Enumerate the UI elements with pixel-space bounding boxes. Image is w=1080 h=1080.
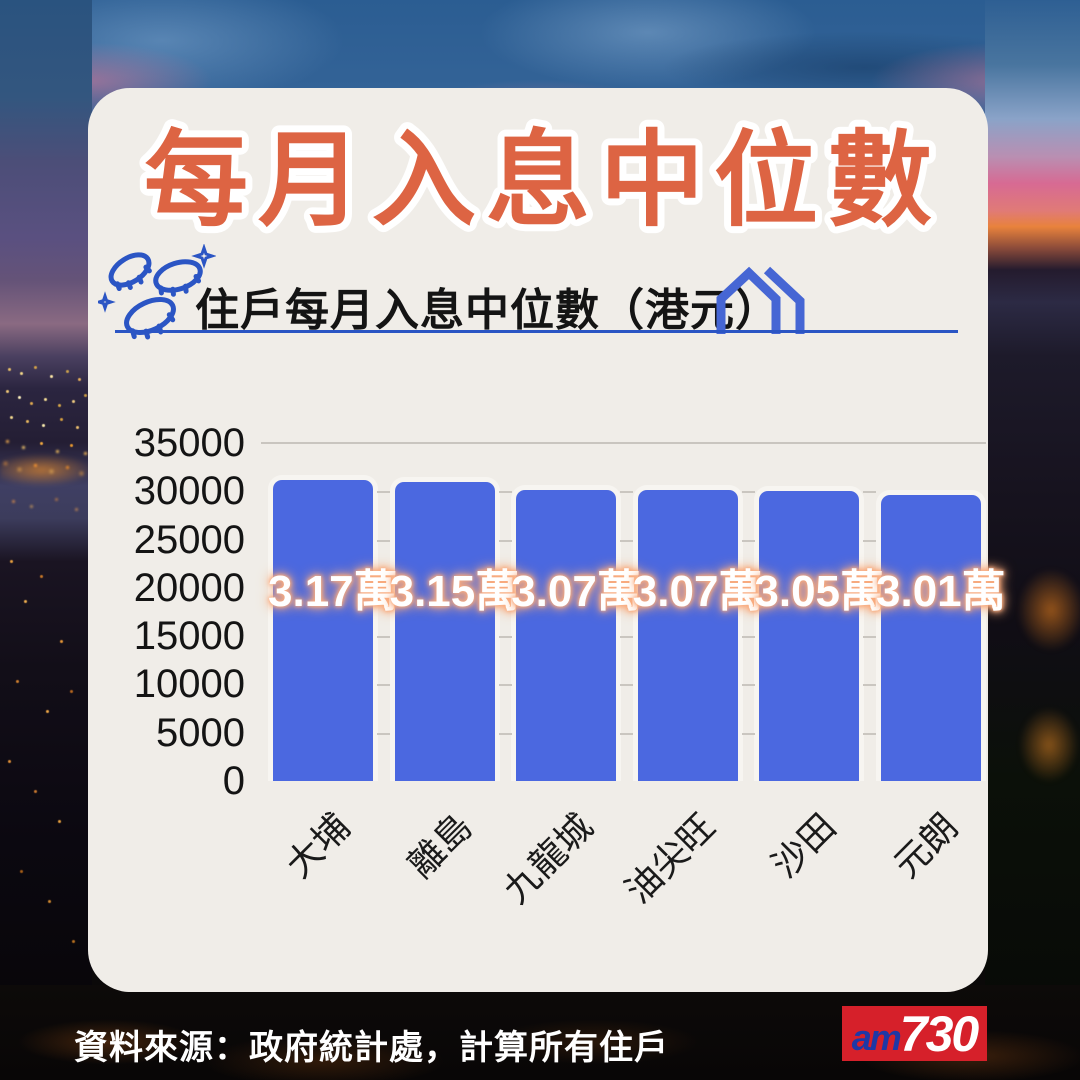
- gridline-segment: [498, 684, 512, 687]
- gridline-segment: [498, 539, 512, 542]
- x-tick-label: 元朗: [885, 805, 966, 886]
- city-lights-dots: [985, 0, 988, 3]
- gridline-segment: [620, 491, 634, 494]
- y-tick-label: 0: [222, 759, 245, 803]
- page-title-text: 每月入息中位數: [144, 123, 942, 239]
- gridline-segment: [620, 684, 634, 687]
- am730-logo: am 730: [842, 1006, 987, 1061]
- coins-icon: [98, 244, 216, 340]
- x-tick-label: 沙田: [764, 805, 845, 886]
- gridline-segment: [620, 539, 634, 542]
- subtitle-text: 住戶每月入息中位數（港元）: [195, 286, 780, 335]
- gridline-segment: [377, 684, 390, 687]
- gridline-segment: [863, 684, 877, 687]
- bar-value-label: 3.17萬: [268, 567, 398, 616]
- y-tick-label: 30000: [133, 469, 245, 514]
- gridline-segment: [863, 732, 877, 735]
- plot-area: 3.17萬大埔 3.15萬離島 3.07萬九龍城 3.07萬油尖旺 3.05萬沙田 3.0…: [261, 442, 1006, 911]
- gridline-segment: [863, 587, 877, 590]
- city-lights-dots: [0, 0, 3, 3]
- x-tick-label: 離島: [399, 805, 480, 886]
- am730-logo-number: 730: [899, 1006, 979, 1062]
- x-tick-label: 大埔: [277, 805, 358, 886]
- x-tick-label: 油尖旺: [617, 805, 723, 912]
- gridline-segment: [741, 732, 755, 735]
- cityscape-right-layer: [985, 0, 1080, 1080]
- gridline-segment: [741, 587, 755, 590]
- gridline-segment: [863, 636, 877, 639]
- gridline: [261, 442, 986, 444]
- bar-value-label: 3.07萬: [632, 567, 763, 616]
- y-tick-label: 25000: [133, 517, 245, 562]
- gridline-segment: [377, 491, 390, 494]
- cityscape-left-layer: [0, 0, 92, 1080]
- gridline-segment: [377, 587, 390, 590]
- subtitle-underline: [115, 330, 958, 333]
- harbor-glow: [0, 440, 92, 500]
- gridline-segment: [741, 636, 755, 639]
- bar: [754, 486, 865, 781]
- page-title: 每月入息中位數: [137, 116, 942, 246]
- source-note: 資料來源：政府統計處，計算所有住戶: [74, 1029, 669, 1067]
- gridline-segment: [498, 732, 512, 735]
- gridline-segment: [741, 684, 755, 687]
- city-glow: [1005, 690, 1080, 800]
- gridline-segment: [620, 732, 634, 735]
- gridline-segment: [498, 636, 512, 639]
- gridline-segment: [863, 491, 877, 494]
- gridline-segment: [741, 491, 755, 494]
- am730-logo-am: am: [851, 1017, 902, 1058]
- gridline-segment: [377, 636, 390, 639]
- gridline-segment: [620, 587, 634, 590]
- bar-value-label: 3.15萬: [389, 567, 520, 616]
- house-icon: [716, 266, 805, 334]
- gridline-segment: [498, 491, 512, 494]
- x-tick-label: 九龍城: [495, 805, 601, 912]
- y-tick-label: 15000: [133, 614, 245, 659]
- gridline-segment: [863, 539, 877, 542]
- bar-value-label: 3.07萬: [511, 567, 641, 616]
- bar: [268, 474, 378, 781]
- bar: [511, 484, 622, 781]
- y-tick-label: 10000: [133, 662, 245, 707]
- y-tick-label: 35000: [133, 421, 245, 465]
- info-card: 每月入息中位數 住戶每月入息中位數（港元）: [88, 88, 1006, 992]
- gridline-segment: [741, 539, 755, 542]
- bar-value-label: 3.01萬: [876, 567, 1006, 616]
- bar: [876, 490, 986, 781]
- bar-value-label: 3.05萬: [754, 567, 885, 616]
- y-tick-label: 5000: [156, 710, 245, 755]
- bar: [632, 484, 743, 781]
- y-axis: 0 5000 10000 15000 20000 25000 30000 35000: [88, 421, 245, 803]
- gridline-segment: [498, 587, 512, 590]
- city-glow: [1000, 550, 1080, 670]
- gridline-segment: [620, 636, 634, 639]
- y-tick-label: 20000: [133, 565, 245, 610]
- gridline-segment: [377, 732, 390, 735]
- bar: [389, 476, 500, 781]
- gridline-segment: [377, 539, 390, 542]
